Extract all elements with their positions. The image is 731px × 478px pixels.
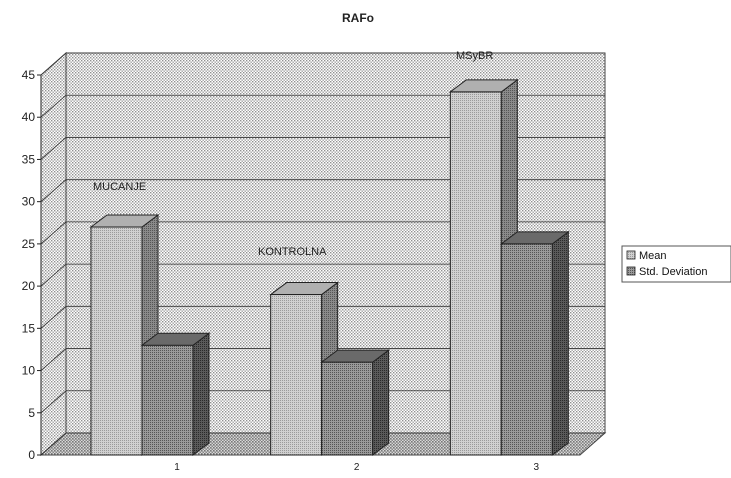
y-tick-label: 45 bbox=[22, 68, 36, 82]
y-tick-label: 30 bbox=[22, 195, 36, 209]
gridline bbox=[40, 432, 605, 456]
bar-top bbox=[320, 349, 391, 363]
gridline bbox=[40, 179, 605, 202]
bar-std-3 bbox=[500, 243, 553, 456]
gridline bbox=[40, 263, 605, 287]
bar-std-1 bbox=[141, 344, 194, 456]
left-wall bbox=[40, 51, 67, 457]
y-tick-label: 10 bbox=[22, 364, 36, 378]
bar-side bbox=[372, 349, 390, 456]
bar-mean-1 bbox=[90, 226, 143, 456]
bar-top bbox=[140, 332, 211, 346]
bar-mean-3 bbox=[449, 91, 502, 456]
gridline bbox=[40, 305, 605, 329]
legend-swatch-std bbox=[626, 266, 636, 276]
y-tick-label: 0 bbox=[28, 448, 35, 462]
x-tick-label: 1 bbox=[174, 462, 180, 473]
legend-label-std: Std. Deviation bbox=[639, 266, 707, 278]
gridline bbox=[40, 348, 605, 371]
x-tick-label: 3 bbox=[534, 462, 540, 473]
x-tick-label: 2 bbox=[354, 462, 360, 473]
y-tick-label: 35 bbox=[22, 152, 36, 166]
chart-title: RAFo bbox=[342, 11, 374, 25]
y-tick-label: 5 bbox=[28, 406, 35, 420]
gridline bbox=[40, 52, 605, 76]
bar-top bbox=[499, 231, 570, 245]
bar-top bbox=[89, 214, 160, 228]
legend-label-mean: Mean bbox=[639, 250, 667, 262]
bar-side bbox=[192, 332, 210, 456]
y-tick-label: 40 bbox=[22, 110, 36, 124]
bar-top bbox=[269, 282, 340, 296]
gridline bbox=[40, 137, 605, 160]
legend-swatch-mean bbox=[626, 250, 636, 260]
y-tick-label: 25 bbox=[22, 237, 36, 251]
annotation-label: KONTROLNA bbox=[258, 246, 327, 258]
gridline bbox=[40, 390, 605, 414]
legend: Mean Std. Deviation bbox=[621, 245, 731, 283]
gridline bbox=[40, 94, 605, 118]
annotation-label: MUCANJE bbox=[93, 181, 146, 193]
bar-std-2 bbox=[321, 361, 374, 456]
annotation-label: MSyBR bbox=[456, 50, 493, 62]
y-tick-label: 15 bbox=[22, 321, 36, 335]
gridline bbox=[40, 221, 605, 245]
legend-box bbox=[621, 245, 731, 283]
bar-side bbox=[551, 230, 569, 456]
bar-mean-2 bbox=[270, 294, 323, 456]
bar-top bbox=[448, 79, 519, 93]
y-tick-label: 20 bbox=[22, 279, 36, 293]
